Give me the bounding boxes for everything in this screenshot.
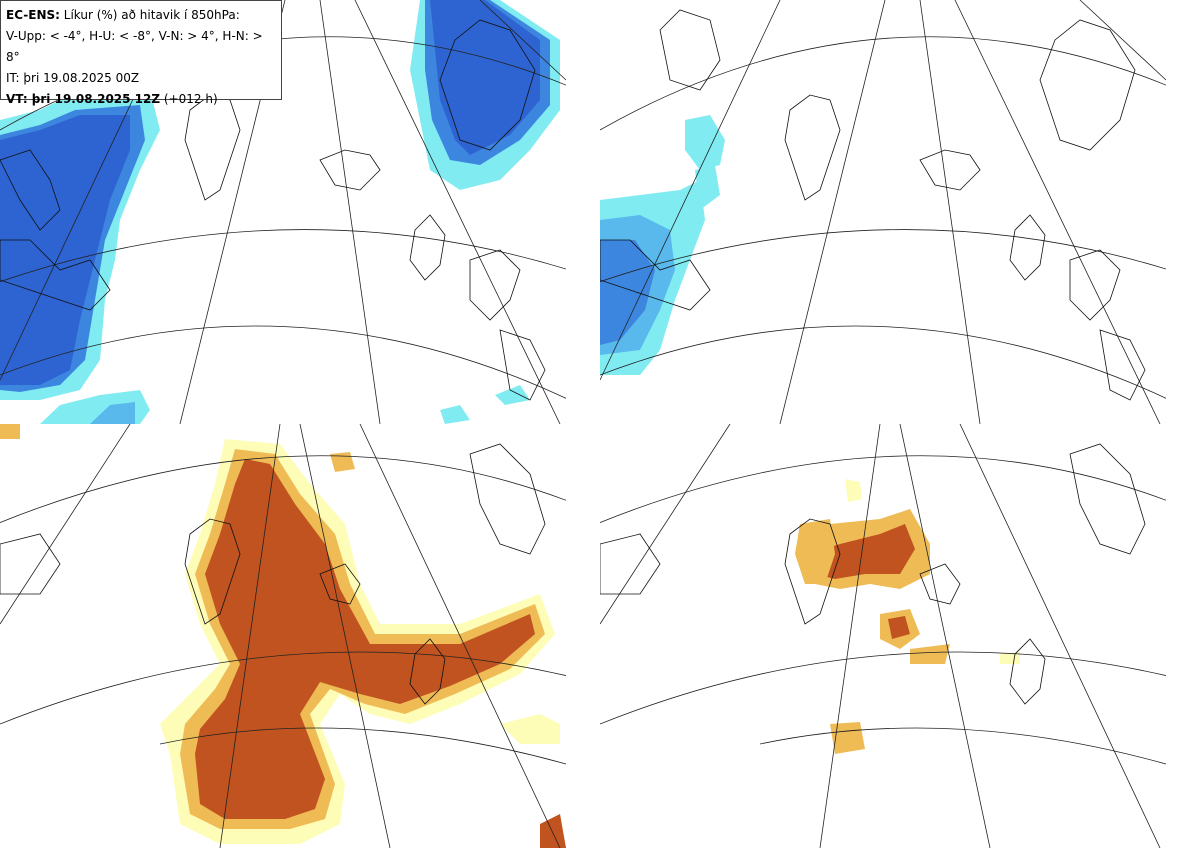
map-top-right	[600, 0, 1166, 424]
map-bottom-right	[600, 424, 1166, 848]
info-thresholds: V-Upp: < -4°, H-U: < -8°, V-N: > 4°, H-N…	[6, 29, 263, 64]
info-init-time: IT: þri 19.08.2025 00Z	[6, 71, 140, 85]
info-lead-time: (+012 h)	[160, 92, 218, 106]
map-panel-top-right: 1009565355	[600, 0, 1166, 424]
map-info-box: EC-ENS: Líkur (%) að hitavik í 850hPa: V…	[0, 0, 282, 106]
info-model: EC-ENS:	[6, 8, 60, 22]
map-top-left	[0, 0, 566, 424]
map-panel-top-left: EC-ENS: Líkur (%) að hitavik í 850hPa: V…	[0, 0, 566, 424]
map-panel-bottom-left: 1009565355	[0, 424, 566, 848]
info-valid-time: VT: þri 19.08.2025 12Z	[6, 92, 161, 106]
map-bottom-left	[0, 424, 566, 848]
map-panel-bottom-right: 1009565355	[600, 424, 1166, 848]
info-title: Líkur (%) að hitavik í 850hPa:	[59, 8, 240, 22]
